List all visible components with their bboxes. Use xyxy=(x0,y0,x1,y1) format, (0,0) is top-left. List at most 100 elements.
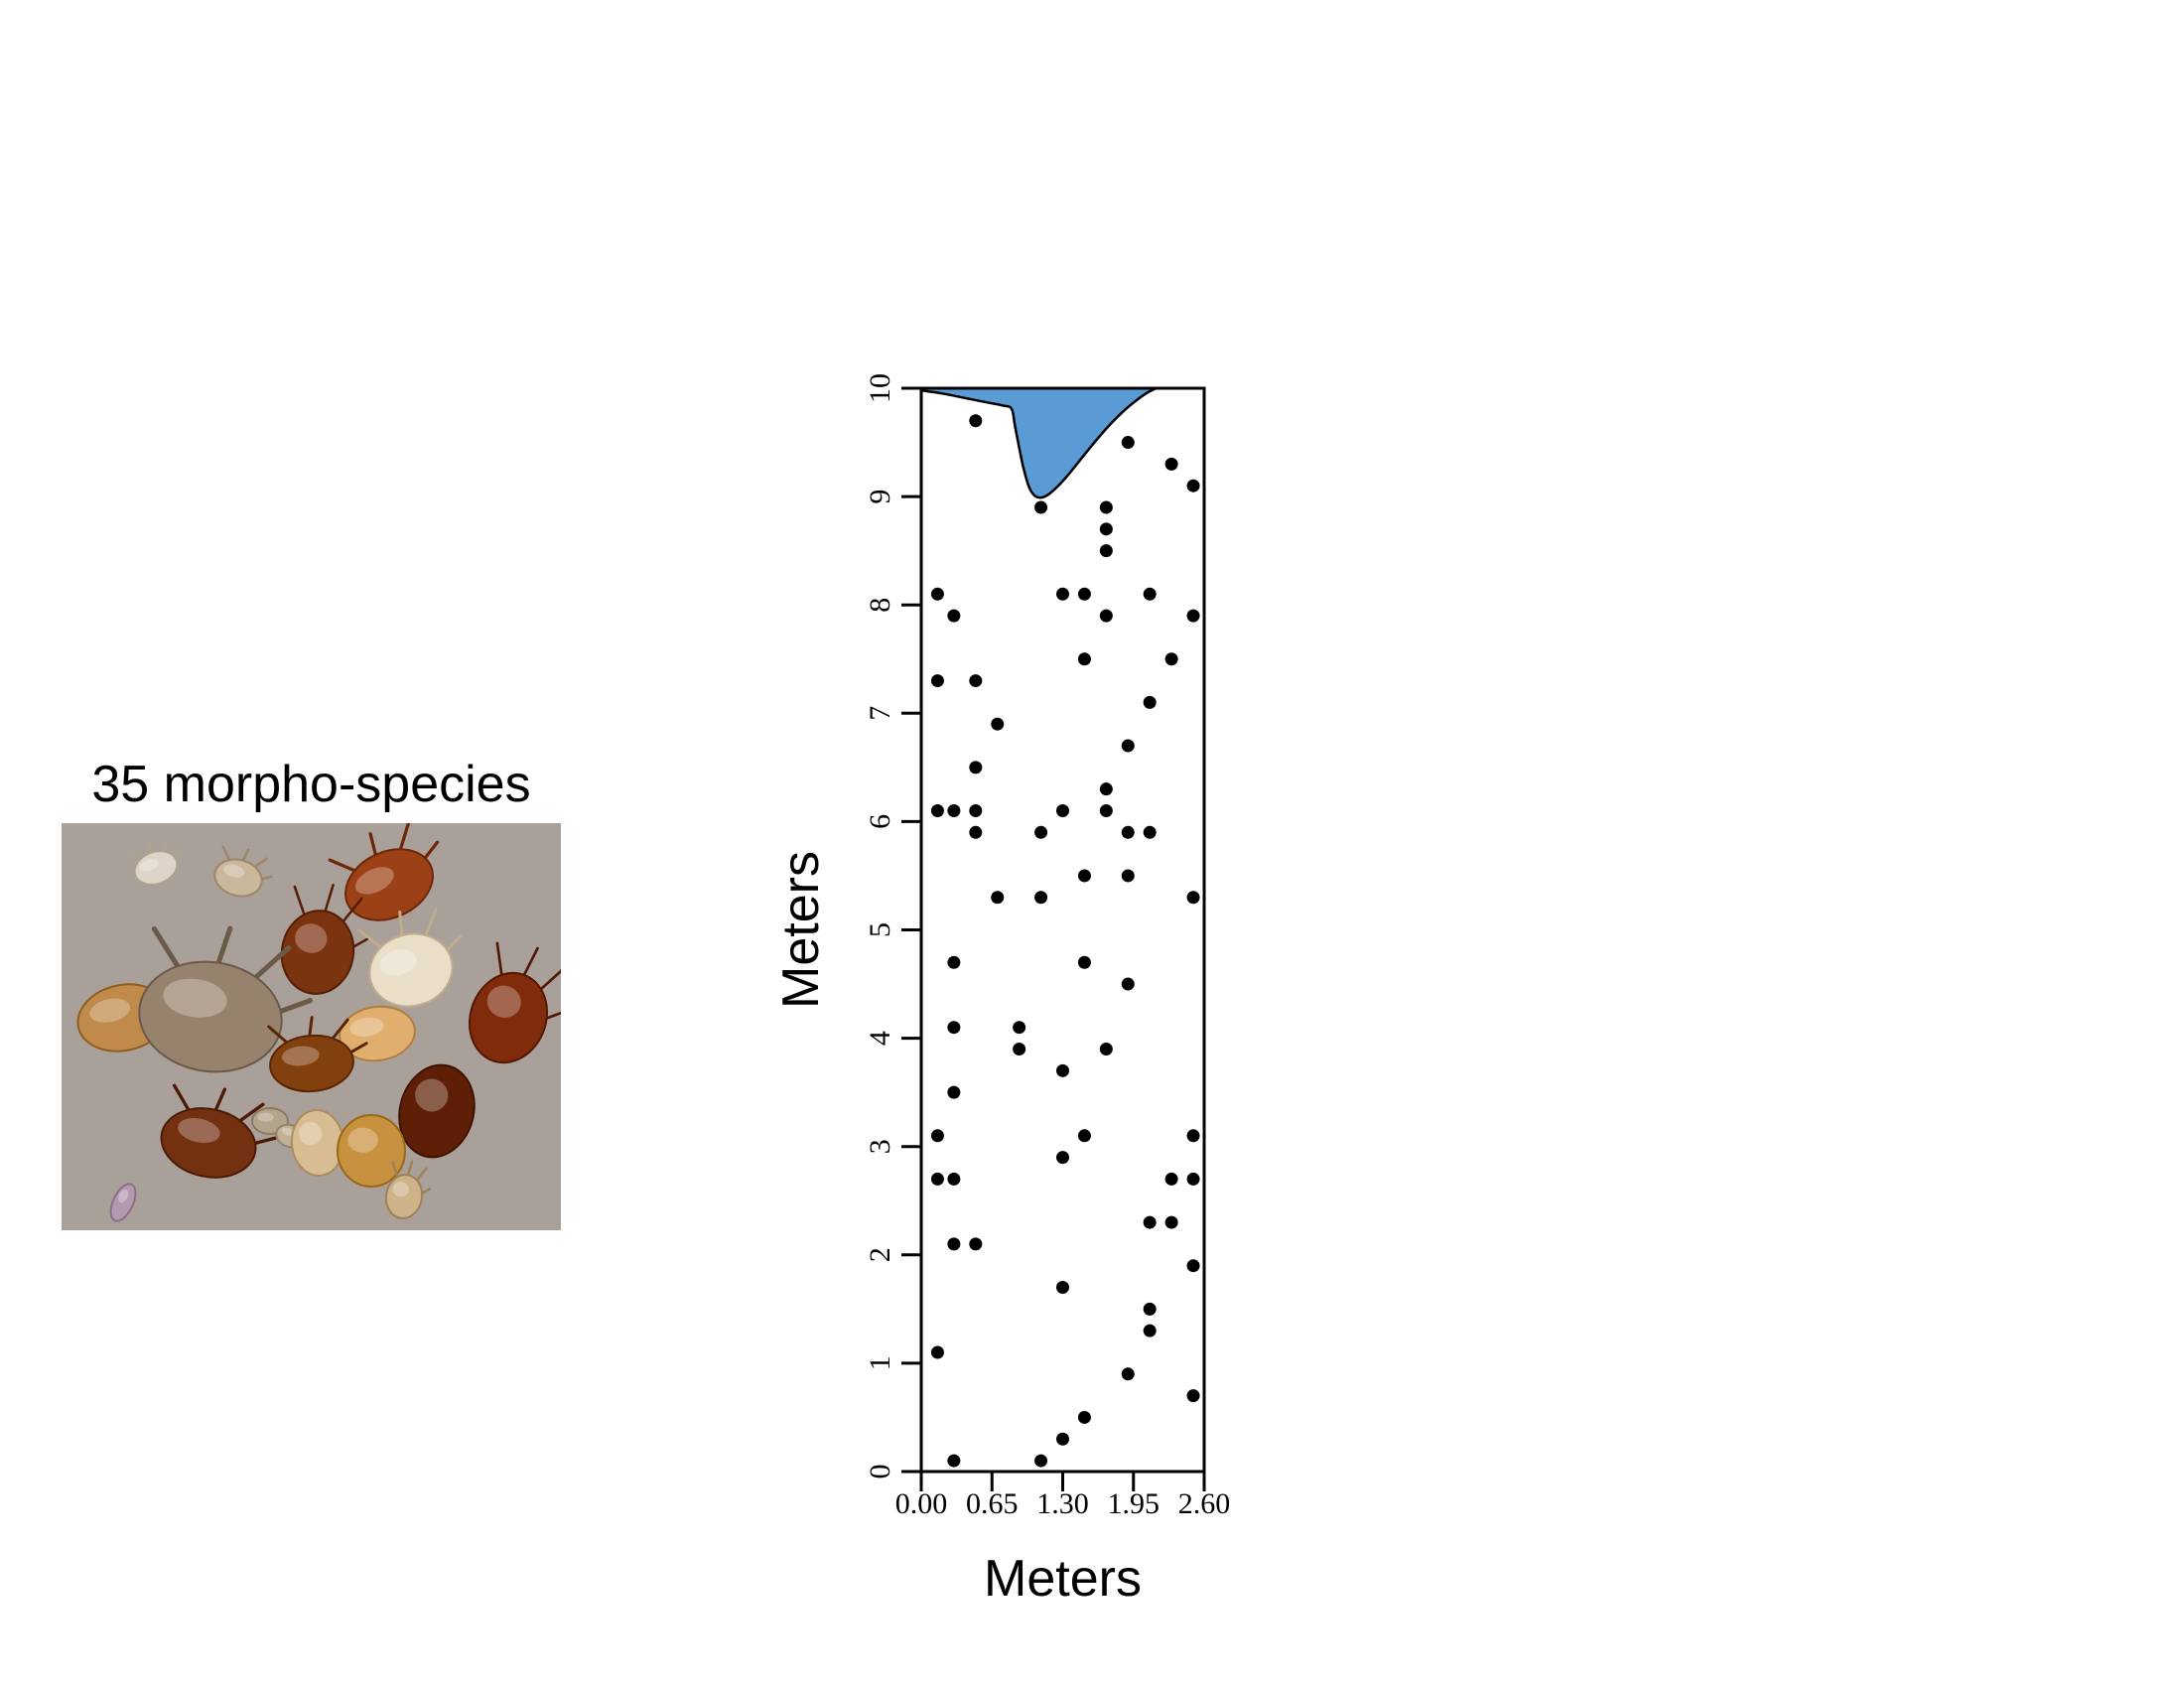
data-point xyxy=(1186,609,1200,623)
mite-body xyxy=(138,960,283,1073)
mite-highlight xyxy=(257,1112,274,1122)
data-point xyxy=(1013,1021,1026,1035)
x-axis-title: Meters xyxy=(984,1550,1142,1608)
mite-leg xyxy=(357,928,386,951)
data-point xyxy=(1121,739,1135,753)
y-tick-label: 3 xyxy=(864,1139,896,1154)
mite-highlight xyxy=(347,1127,378,1153)
photo-caption: 35 morpho-species xyxy=(91,756,531,813)
y-tick-label: 5 xyxy=(864,922,896,937)
mite-body xyxy=(368,932,454,1008)
mite-specimen xyxy=(384,1160,432,1219)
mite-photo xyxy=(62,823,561,1230)
mite-body xyxy=(269,1034,354,1093)
data-point xyxy=(1099,544,1113,558)
mite-specimen xyxy=(267,1016,368,1093)
mite-body xyxy=(337,1114,406,1188)
mite-specimen xyxy=(109,1183,137,1222)
data-point xyxy=(1164,1215,1178,1229)
y-axis-title: Meters xyxy=(772,851,830,1009)
data-point xyxy=(1034,500,1048,514)
data-point xyxy=(1077,955,1091,969)
data-point xyxy=(969,674,983,688)
data-point xyxy=(930,1172,944,1186)
mite-leg xyxy=(214,925,233,968)
mite-body xyxy=(344,848,434,921)
data-point xyxy=(1143,695,1157,709)
data-point xyxy=(1077,652,1091,666)
data-point xyxy=(991,891,1005,905)
data-point xyxy=(969,825,983,839)
data-point xyxy=(1056,587,1069,601)
y-tick-label: 10 xyxy=(864,373,896,403)
mite-highlight xyxy=(281,1127,294,1136)
data-point xyxy=(1077,587,1091,601)
mite-leg xyxy=(398,911,404,939)
data-point xyxy=(1034,1454,1048,1468)
data-point xyxy=(1164,652,1178,666)
data-point xyxy=(1186,891,1200,905)
data-point xyxy=(930,674,944,688)
mite-leg xyxy=(248,945,292,984)
data-point xyxy=(1121,825,1135,839)
data-point xyxy=(1099,782,1113,796)
mite-specimen xyxy=(160,1083,277,1179)
mite-highlight xyxy=(139,859,159,872)
mite-leg xyxy=(521,946,539,979)
mite-highlight xyxy=(281,1046,320,1066)
data-point xyxy=(1121,869,1135,883)
mite-body xyxy=(213,858,263,898)
data-point xyxy=(1186,1129,1200,1143)
data-point xyxy=(930,587,944,601)
y-tick-label: 7 xyxy=(864,706,896,721)
mite-body xyxy=(280,910,355,995)
mite-specimen xyxy=(127,837,183,886)
x-tick-label: 0.65 xyxy=(966,1487,1019,1520)
data-point xyxy=(1186,1259,1200,1273)
mite-highlight xyxy=(118,1189,129,1203)
data-point xyxy=(1077,869,1091,883)
mite-specimen xyxy=(213,845,274,898)
data-point xyxy=(1056,803,1069,817)
mite-body xyxy=(160,1107,257,1179)
data-point xyxy=(930,803,944,817)
mite-highlight xyxy=(355,867,394,895)
mite-leg xyxy=(213,1087,227,1114)
data-point xyxy=(1013,1043,1026,1056)
y-tick-label: 6 xyxy=(864,814,896,829)
data-point xyxy=(1099,1043,1113,1056)
mite-leg xyxy=(323,884,335,914)
y-tick-label: 1 xyxy=(864,1355,896,1370)
x-tick-label: 0.00 xyxy=(895,1487,948,1520)
mite-leg xyxy=(147,841,153,855)
mite-specimen xyxy=(138,925,313,1073)
data-point xyxy=(1186,1172,1200,1186)
data-point xyxy=(1034,891,1048,905)
data-point xyxy=(1143,1324,1157,1337)
data-point xyxy=(1121,1367,1135,1381)
density-band xyxy=(919,386,1159,499)
data-point xyxy=(947,1454,961,1468)
data-point xyxy=(969,761,983,774)
data-point xyxy=(1143,825,1157,839)
y-tick-label: 4 xyxy=(864,1031,896,1046)
data-point xyxy=(1056,1281,1069,1295)
data-point xyxy=(1186,1389,1200,1403)
mite-specimen xyxy=(328,823,440,921)
mite-leg xyxy=(308,1016,314,1039)
mite-highlight xyxy=(295,923,328,953)
data-point xyxy=(1077,1410,1091,1424)
mite-highlight xyxy=(89,998,131,1023)
mite-photo-illustration xyxy=(62,823,561,1230)
mite-highlight xyxy=(415,1078,449,1112)
mite-highlight xyxy=(486,985,521,1019)
data-point xyxy=(991,717,1005,731)
data-point xyxy=(1056,1432,1069,1446)
mite-highlight xyxy=(178,1118,220,1144)
data-point xyxy=(1056,1151,1069,1165)
plot-box xyxy=(919,386,1206,1474)
data-point xyxy=(930,1345,944,1359)
data-point xyxy=(1056,1063,1069,1077)
mite-highlight xyxy=(163,978,227,1018)
mite-highlight xyxy=(349,1017,384,1037)
